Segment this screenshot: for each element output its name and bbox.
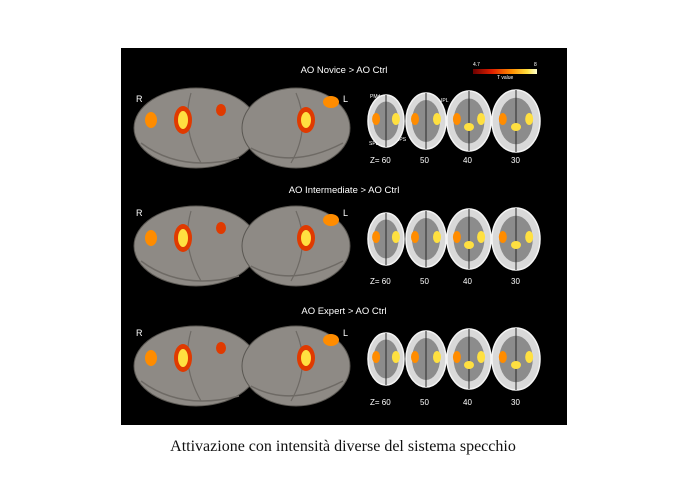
axial-activation-right-2-3 [477,231,486,243]
slice-label-40-row2: 40 [463,277,472,286]
right-activation-c-3 [216,342,226,354]
axial-activation-right-1-1 [391,113,400,125]
row-title-expert: AO Expert > AO Ctrl [301,306,387,317]
slice-label-50-row2: 50 [420,277,429,286]
axial-activation-right-3-3 [477,351,486,363]
region-label-spl: SPL [369,141,379,147]
hemisphere-right-label-3: R [136,328,143,338]
right-hemisphere-sulcus-1 [140,142,240,164]
axial-activation-right-1-3 [477,113,486,125]
left-hemisphere-3 [241,325,351,407]
axial-activation-center-2-4 [511,241,521,249]
hemisphere-right-label-1: R [136,94,143,104]
right-activation-c-2 [216,222,226,234]
right-hemisphere-sulcus-2 [140,260,240,282]
colorbar [473,69,537,74]
left-activation-core-2 [301,230,311,246]
right-activation-core-1 [178,111,188,129]
axial-activation-right-2-1 [391,231,400,243]
axial-activation-left-3-2 [411,351,419,363]
right-hemisphere-1 [133,87,259,169]
right-activation-core-2 [178,229,188,247]
hemisphere-left-label-2: L [343,208,349,218]
left-hemisphere-1 [241,87,351,169]
slice-label-30-row2: 30 [511,277,520,286]
axial-activation-left-2-4 [498,231,507,243]
slice-label-40-row1: 40 [463,156,472,165]
brain-renderings [133,87,541,407]
slice-label-z60-row1: Z= 60 [370,156,391,165]
axial-activation-center-3-4 [511,361,521,369]
colorbar-min-label: 4.7 [473,62,480,68]
right-activation-b-1 [145,112,157,128]
axial-activation-right-2-2 [433,231,441,243]
region-label-ipl: IPL [441,98,449,104]
axial-activation-left-2-3 [452,231,461,243]
right-activation-b-3 [145,350,157,366]
brain-activation-figure: 4.7 8 T value AO Novice > AO Ctrl AO Int… [121,48,567,425]
left-activation-core-1 [301,112,311,128]
slice-label-50-row1: 50 [420,156,429,165]
right-hemisphere-sulcus-3 [140,380,240,402]
axial-activation-center-1-3 [464,123,474,131]
axial-activation-right-3-4 [525,351,534,363]
axial-activation-left-2-1 [372,231,381,243]
slice-label-50-row3: 50 [420,398,429,407]
row-title-novice: AO Novice > AO Ctrl [300,65,388,76]
slice-label-30-row3: 30 [511,398,520,407]
left-activation-b-2 [323,214,339,226]
left-activation-core-3 [301,350,311,366]
left-activation-b-1 [323,96,339,108]
axial-activation-left-1-1 [372,113,381,125]
axial-activation-left-3-3 [452,351,461,363]
axial-activation-right-1-4 [525,113,534,125]
axial-activation-center-3-3 [464,361,474,369]
axial-activation-left-2-2 [411,231,419,243]
axial-activation-left-3-1 [372,351,381,363]
region-label-pmd: PMd [370,94,381,100]
right-activation-b-2 [145,230,157,246]
hemisphere-right-label-2: R [136,208,143,218]
slice-label-30-row1: 30 [511,156,520,165]
colorbar-max-label: 8 [534,62,537,68]
row-title-intermediate: AO Intermediate > AO Ctrl [288,185,400,196]
hemisphere-left-label-3: L [343,328,349,338]
axial-activation-left-3-4 [498,351,507,363]
axial-activation-left-1-4 [498,113,507,125]
axial-activation-left-1-2 [411,113,419,125]
axial-activation-right-3-1 [391,351,400,363]
hemisphere-left-label-1: L [343,94,349,104]
region-label-ips: IPS [398,137,407,143]
right-hemisphere-2 [133,205,259,287]
axial-activation-right-2-4 [525,231,534,243]
right-activation-c-1 [216,104,226,116]
axial-activation-right-3-2 [433,351,441,363]
slice-label-z60-row2: Z= 60 [370,277,391,286]
axial-activation-right-1-2 [433,113,441,125]
slice-label-z60-row3: Z= 60 [370,398,391,407]
figure-caption: Attivazione con intensità diverse del si… [170,438,516,455]
axial-activation-center-2-3 [464,241,474,249]
left-activation-b-3 [323,334,339,346]
colorbar-unit-label: T value [497,75,514,81]
right-hemisphere-3 [133,325,259,407]
axial-activation-center-1-4 [511,123,521,131]
slice-label-40-row3: 40 [463,398,472,407]
axial-activation-left-1-3 [452,113,461,125]
left-hemisphere-2 [241,205,351,287]
right-activation-core-3 [178,349,188,367]
